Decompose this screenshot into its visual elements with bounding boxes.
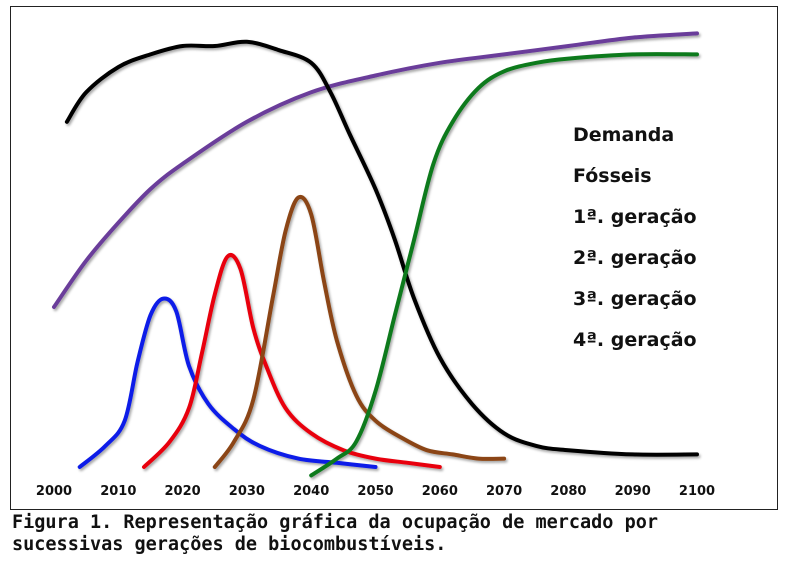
chart-frame: 2000 2010 2020 2030 2040 2050 2060 2070 2080 2090…: [10, 6, 778, 510]
legend: Demanda Fósseis 1ª. geração 2ª. geração 3ª. …: [489, 124, 697, 351]
legend-label: Demanda: [573, 124, 674, 146]
x-tick-label: 2080: [550, 484, 586, 499]
x-tick-label: 2000: [36, 484, 72, 499]
legend-label: Fósseis: [573, 165, 652, 187]
x-tick-label: 2020: [165, 484, 201, 499]
x-tick-label: 2010: [100, 484, 136, 499]
x-tick-label: 2070: [486, 484, 522, 499]
series-line-fosseis: [64, 39, 699, 457]
legend-item-fosseis: Fósseis: [489, 165, 652, 187]
legend-item-3-geracao: 3ª. geração: [489, 288, 697, 310]
x-tick-label: 2030: [229, 484, 265, 499]
series-line-4-geracao: [309, 52, 699, 478]
x-tick-label: 2040: [293, 484, 329, 499]
series-line-demanda: [52, 31, 699, 309]
figure-caption: Figura 1. Representação gráfica da ocupa…: [12, 512, 659, 555]
x-tick-label: 2100: [679, 484, 715, 499]
legend-label: 2ª. geração: [573, 247, 697, 269]
legend-item-2-geracao: 2ª. geração: [489, 247, 697, 269]
chart-svg: 2000 2010 2020 2030 2040 2050 2060 2070 2080 2090…: [36, 31, 715, 499]
legend-item-demanda: Demanda: [489, 124, 674, 146]
series-line-2-geracao: [142, 253, 442, 469]
series-line-1-geracao: [77, 296, 378, 469]
x-tick-label: 2050: [357, 484, 393, 499]
legend-label: 1ª. geração: [573, 206, 697, 228]
x-axis-ticks: 2000 2010 2020 2030 2040 2050 2060 2070 2080 2090…: [36, 484, 715, 499]
x-tick-label: 2060: [422, 484, 458, 499]
x-tick-label: 2090: [615, 484, 651, 499]
series-layer: [52, 31, 699, 478]
legend-label: 3ª. geração: [573, 288, 697, 310]
legend-item-1-geracao: 1ª. geração: [489, 206, 697, 228]
series-line-3-geracao: [212, 194, 507, 469]
legend-item-4-geracao: 4ª. geração: [489, 329, 697, 351]
legend-label: 4ª. geração: [573, 329, 697, 351]
